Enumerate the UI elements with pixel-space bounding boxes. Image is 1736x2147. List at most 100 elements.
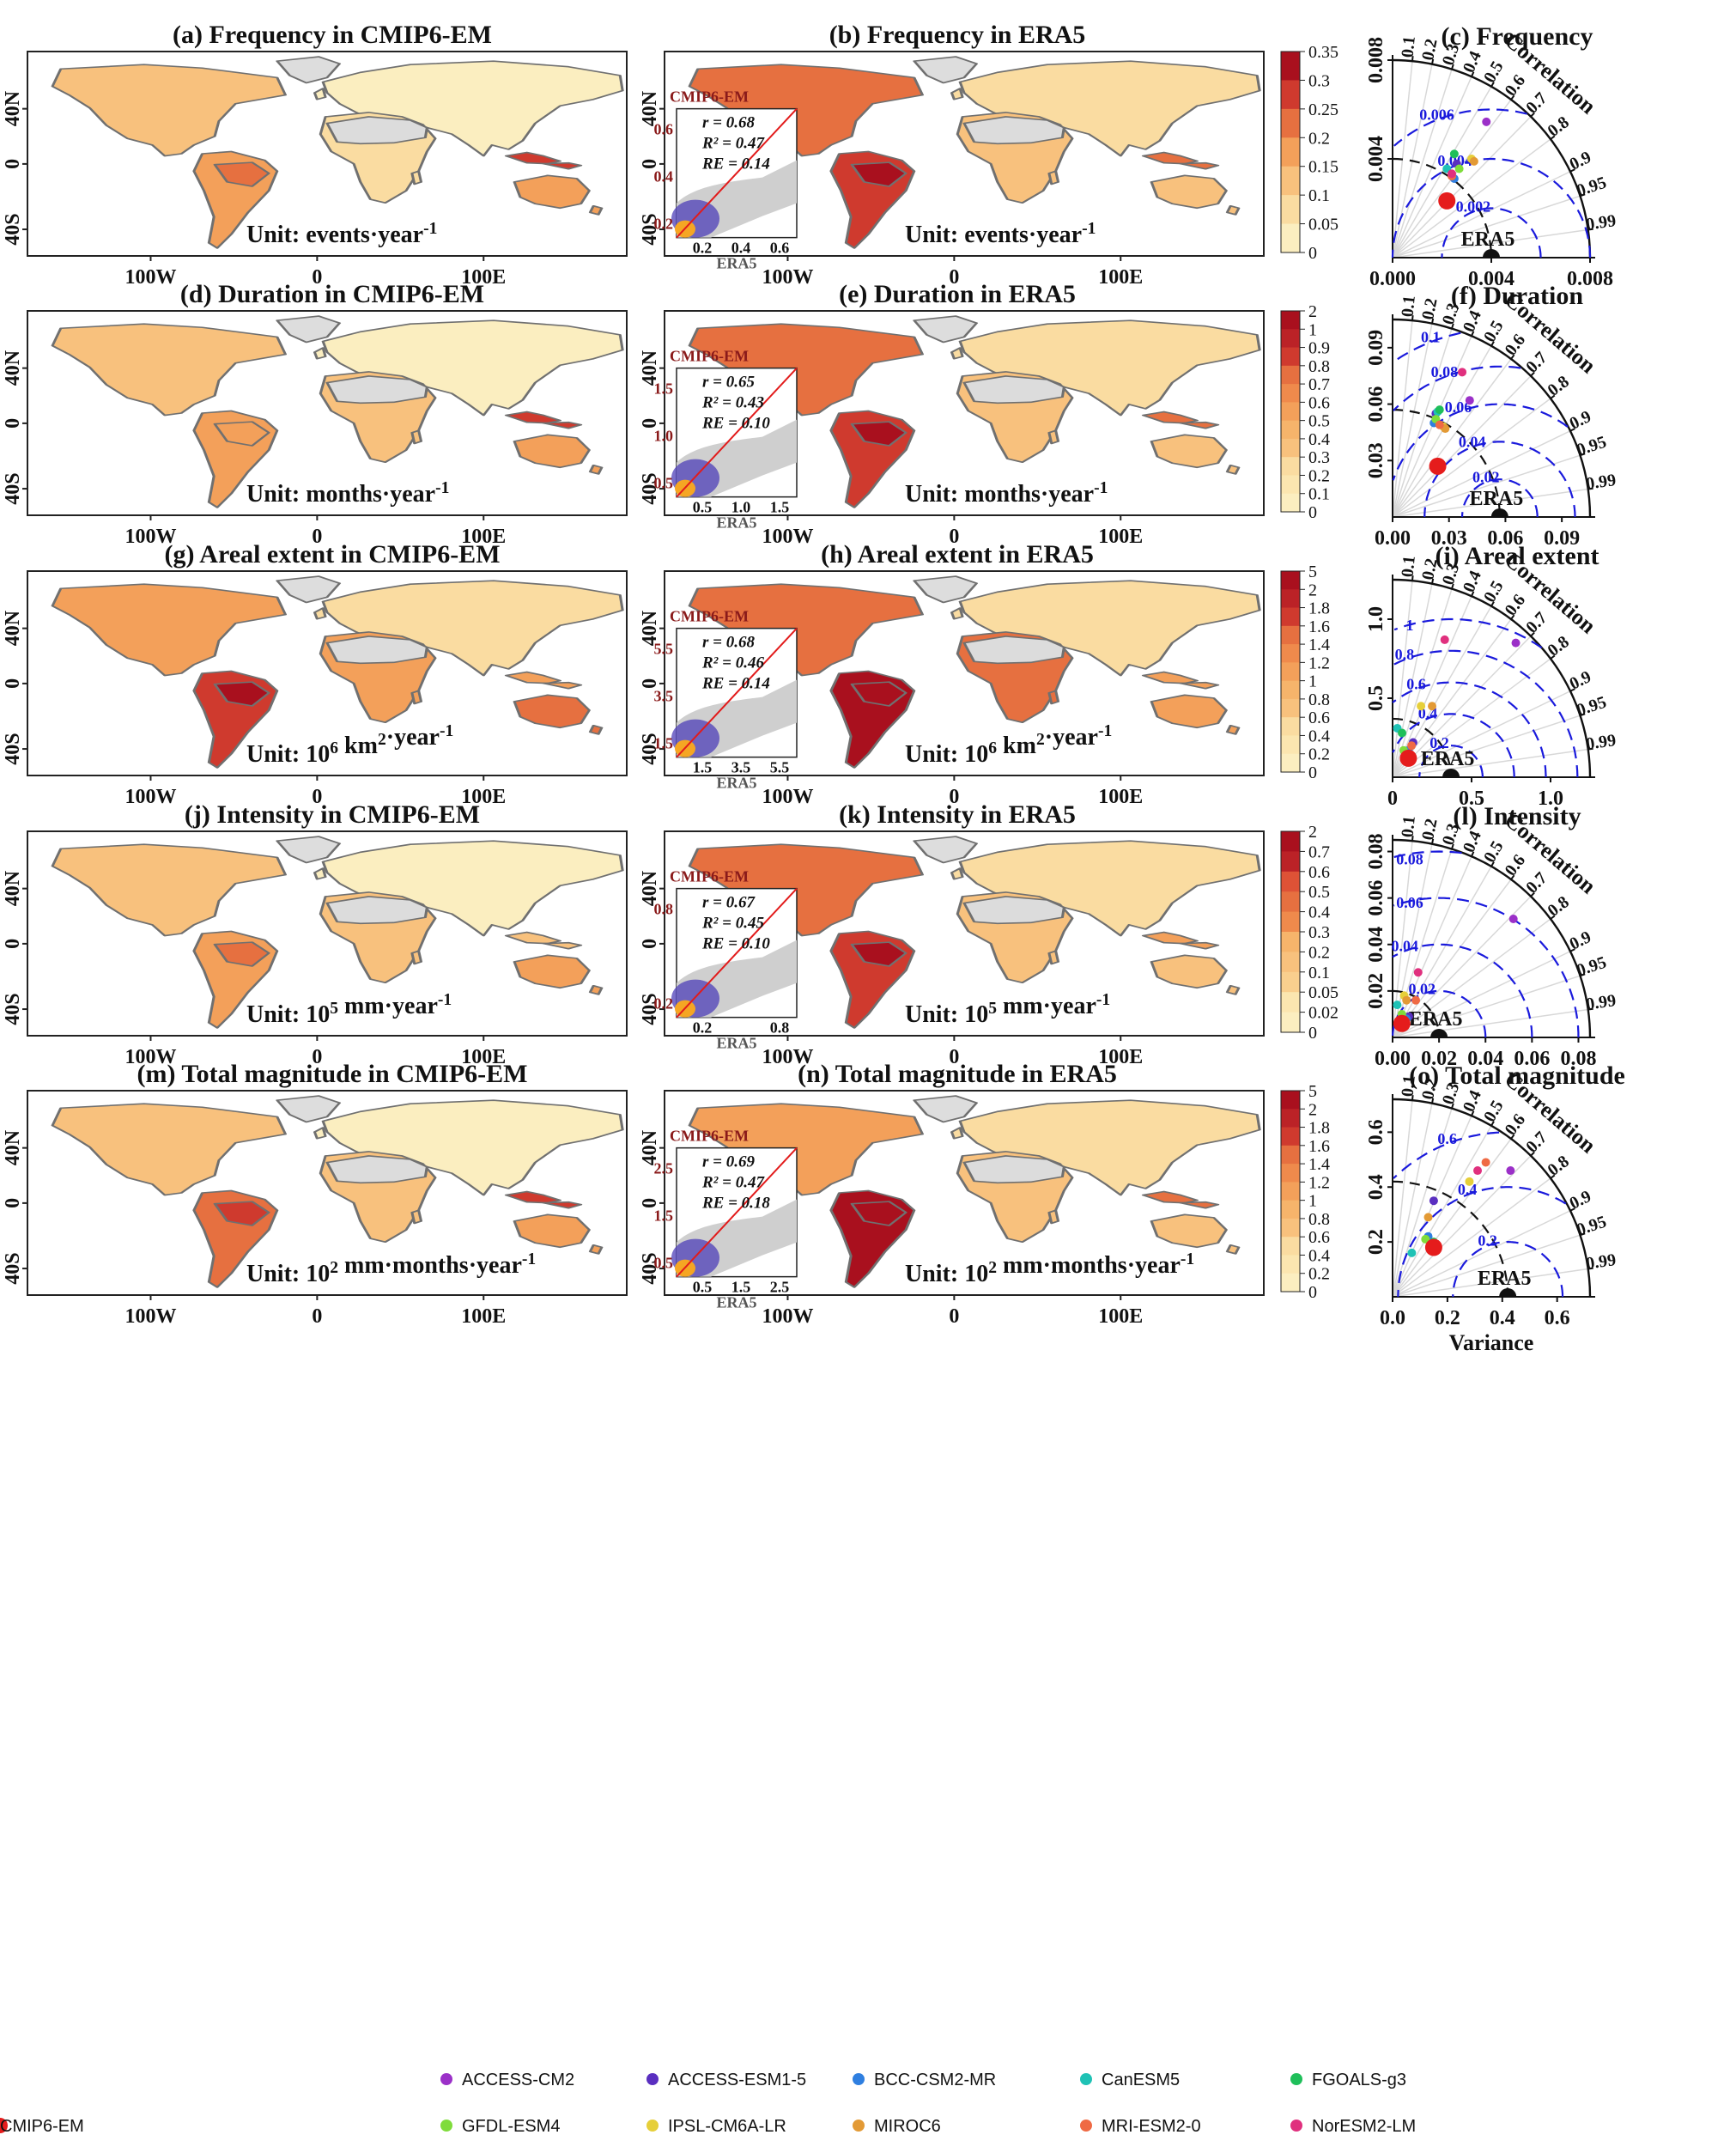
correlation-ray	[1392, 855, 1472, 1038]
correlation-ray	[1392, 69, 1453, 258]
amazon-region	[850, 941, 907, 967]
rms-arc	[1392, 713, 1515, 777]
model-point-miroc6	[1428, 702, 1436, 711]
taylor-x-tick-label: 0.08	[1560, 1048, 1596, 1070]
colorbar-segment	[1281, 607, 1300, 627]
correlation-ray	[1392, 951, 1571, 1038]
colorbar-segment	[1281, 493, 1300, 513]
colorbar-tick-label: 0.6	[1308, 709, 1330, 727]
stat-re: RE = 0.14	[701, 675, 770, 693]
lon-tick-label: 0	[312, 1046, 322, 1068]
lon-tick-label: 100W	[762, 1046, 813, 1068]
legend-marker	[1290, 2073, 1302, 2085]
lat-tick-label: 40N	[639, 90, 661, 126]
colorbar-tick-label: 0.8	[1308, 1210, 1330, 1229]
greenland	[913, 836, 979, 864]
model-point-access-cm2	[1482, 117, 1491, 126]
colorbar: 20.7 0.60.50.40.30.2 0.10.05 0.020	[1280, 823, 1338, 1043]
reference-arc	[1392, 157, 1493, 258]
rms-label: 0.02	[1472, 468, 1500, 485]
rms-arc	[1418, 745, 1484, 777]
scatter-ytick: 1.0	[654, 428, 674, 445]
colorbar-tick-label: 1.4	[1308, 1155, 1330, 1174]
scatter-ylabel: CMIP6-EM	[670, 868, 749, 885]
model-point-cmip6-em	[1438, 192, 1456, 210]
rms-label: 0.08	[1431, 363, 1459, 380]
correlation-ray	[1392, 1155, 1532, 1298]
stat-re: RE = 0.10	[701, 935, 770, 953]
correlation-ray	[1392, 918, 1551, 1038]
colorbar-segment	[1281, 971, 1300, 993]
maritime-continent	[504, 931, 561, 945]
reference-label: ERA5	[1409, 1008, 1463, 1031]
colorbar-tick-label: 0.35	[1308, 43, 1338, 62]
lon-tick-label: 0	[312, 526, 322, 548]
colorbar-frame	[1280, 1090, 1301, 1292]
taylor-x-tick-label: 0.2	[1435, 1307, 1460, 1329]
scatter-ytick: 0.5	[654, 475, 674, 492]
taylor-x-tick-label: 0.008	[1567, 268, 1613, 290]
rms-arc	[1460, 478, 1539, 518]
unit-label: Unit: 106 km2·year-1	[905, 722, 1112, 768]
colorbar-segment	[1281, 402, 1300, 422]
colorbar-segment	[1281, 457, 1300, 476]
maritime-continent	[504, 411, 561, 424]
north-america	[51, 64, 288, 157]
scatter-xtick: 2.5	[770, 1279, 790, 1296]
legend-marker	[1290, 2120, 1302, 2132]
scatter-ylabel: CMIP6-EM	[670, 608, 749, 625]
continents-layer	[688, 56, 1261, 249]
legend-label: MIROC6	[874, 2117, 941, 2136]
maritime-continent	[1141, 1190, 1199, 1204]
model-point-noresm2-lm	[1473, 1166, 1483, 1176]
rms-arc	[1393, 331, 1461, 362]
colorbar-segment	[1281, 1127, 1300, 1146]
taylor-diagram: 0.1 0.20.30.40.50.60.70.80.90.950.990.20.…	[1365, 542, 1618, 810]
correlation-tick-label: 0.1	[1398, 295, 1418, 318]
correlation-ray	[1392, 975, 1581, 1038]
lon-tick-label: 100E	[1098, 526, 1143, 548]
legend-label: ACCESS-CM2	[462, 2071, 574, 2089]
colorbar-segment	[1281, 365, 1300, 385]
unit-label: Unit: 102 mm·months·year-1	[905, 1250, 1194, 1287]
rms-label: 0.6	[1437, 1130, 1457, 1147]
taylor-title: (l) Intensity	[1453, 802, 1581, 830]
taylor-x-tick-label: 0.04	[1467, 1048, 1503, 1070]
taylor-y-tick-label: 0.03	[1365, 442, 1387, 478]
taylor-x-tick-label: 0.03	[1431, 527, 1467, 550]
legend-label: FGOALS-g3	[1312, 2071, 1406, 2089]
continents-layer	[51, 836, 624, 1029]
taylor-x-tick-label: 0.00	[1375, 1048, 1411, 1070]
correlation-ray	[1392, 430, 1571, 518]
map-title-era5: (k) Intensity in ERA5	[839, 800, 1076, 829]
madagascar	[1047, 1209, 1060, 1225]
legend-marker	[646, 2120, 659, 2132]
reference-arc	[1392, 989, 1441, 1038]
taylor-x-tick-label: 0.0	[1380, 1307, 1405, 1329]
colorbar-segment	[1281, 195, 1300, 225]
one-to-one-line	[676, 107, 798, 239]
lon-tick-label: 100W	[124, 526, 176, 548]
model-point-fgoals-g3	[1449, 149, 1459, 159]
rms-arc	[1392, 943, 1533, 1038]
colorbar-tick-label: 0.1	[1308, 485, 1330, 504]
colorbar-segment	[1281, 680, 1300, 700]
australia	[513, 694, 591, 729]
new-guinea	[1179, 421, 1220, 429]
lat-tick-label: 0	[2, 1198, 24, 1208]
lon-tick-label: 100E	[461, 266, 506, 289]
reference-point	[1499, 1288, 1517, 1297]
colorbar-segment	[1281, 1182, 1300, 1201]
world-map: 40N 0 40S 100W 0 100E Unit: months·year-1	[2, 310, 628, 548]
map-title-era5: (e) Duration in ERA5	[839, 280, 1076, 308]
rms-label: 1	[1406, 617, 1414, 634]
correlation-tick-label: 0.99	[1585, 211, 1618, 234]
rms-label: 0.02	[1408, 981, 1436, 998]
colorbar-segment	[1281, 662, 1300, 682]
model-point-miroc6	[1402, 995, 1411, 1005]
colorbar-tick-label: 0	[1308, 1283, 1317, 1302]
continents-layer	[51, 575, 624, 769]
australia	[513, 1213, 591, 1249]
rms-label: 0.2	[1478, 1232, 1497, 1250]
